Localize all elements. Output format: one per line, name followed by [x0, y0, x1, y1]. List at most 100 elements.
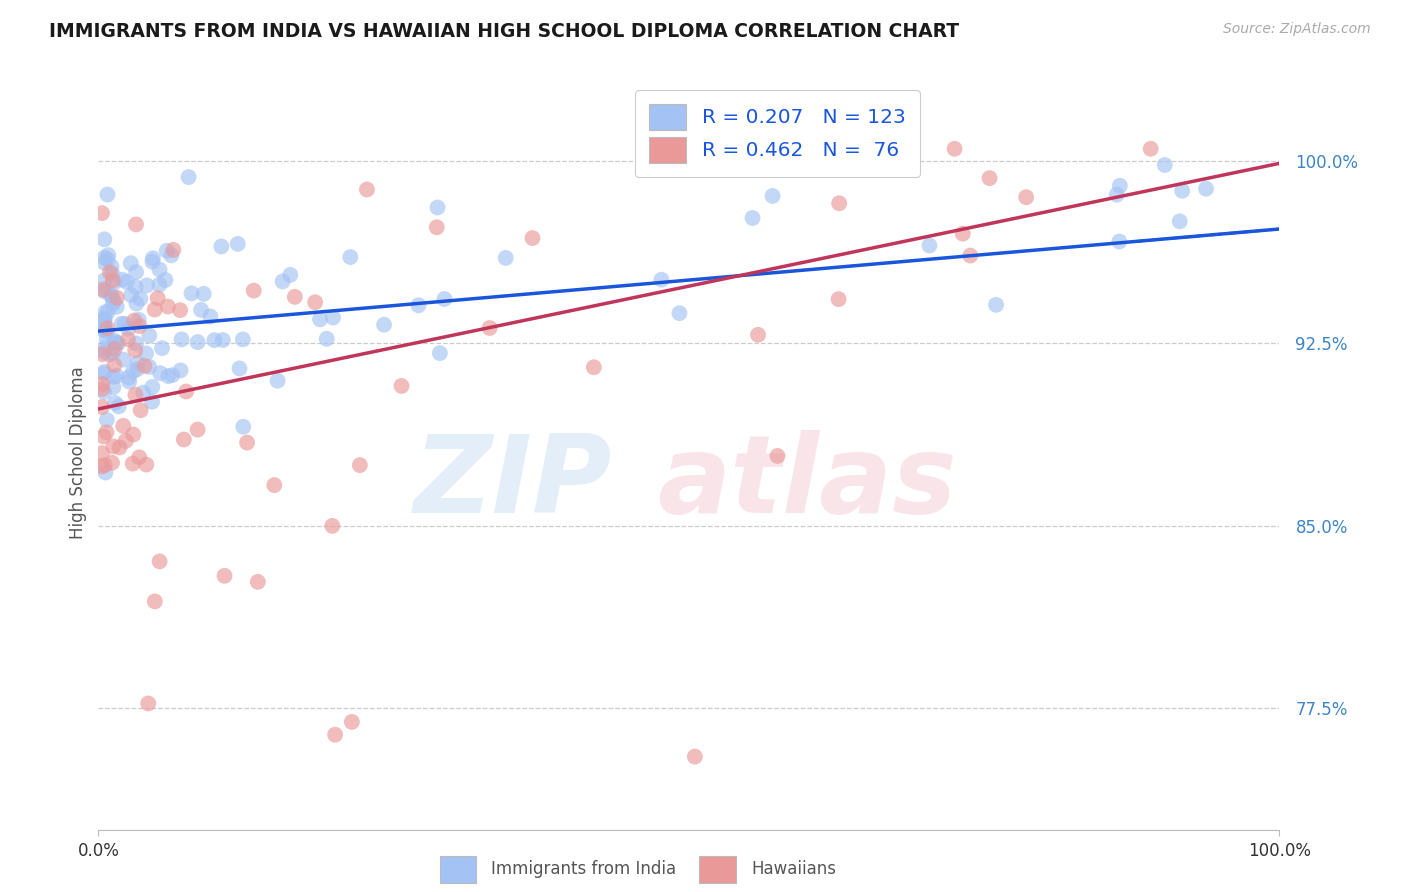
Point: [124, 280, 146, 294]
Point: [169, 303, 191, 318]
Point: [101, 267, 124, 281]
Point: [174, 384, 197, 399]
Point: [93, 429, 115, 443]
Point: [141, 380, 163, 394]
Point: [105, 291, 128, 305]
Point: [105, 368, 128, 383]
Point: [125, 296, 148, 310]
Point: [105, 300, 128, 314]
Point: [266, 374, 288, 388]
Point: [100, 288, 122, 302]
Point: [124, 387, 146, 401]
Point: [162, 243, 184, 257]
Point: [668, 306, 690, 320]
Point: [94, 305, 117, 319]
Point: [228, 361, 250, 376]
Point: [114, 317, 136, 331]
Point: [226, 236, 249, 251]
Point: [129, 403, 152, 417]
Point: [94, 282, 117, 296]
Point: [304, 295, 326, 310]
Point: [236, 435, 259, 450]
Point: [114, 434, 136, 448]
Point: [232, 332, 254, 346]
Point: [148, 262, 170, 277]
Point: [761, 189, 783, 203]
Point: [794, 142, 817, 156]
Point: [120, 288, 142, 302]
Point: [478, 321, 501, 335]
Point: [149, 554, 172, 568]
Point: [115, 275, 138, 289]
Point: [107, 400, 129, 414]
Point: [190, 302, 212, 317]
Point: [135, 346, 157, 360]
Point: [91, 382, 114, 396]
Point: [426, 220, 449, 235]
Point: [122, 364, 145, 378]
Point: [91, 446, 114, 460]
Point: [93, 365, 115, 379]
Point: [103, 370, 125, 384]
Point: [91, 400, 114, 414]
Point: [177, 169, 200, 184]
Point: [93, 319, 115, 334]
Point: [148, 277, 170, 292]
Point: [426, 201, 449, 215]
Point: [124, 343, 146, 358]
Point: [103, 439, 125, 453]
Point: [1168, 214, 1191, 228]
Point: [93, 251, 115, 265]
Point: [173, 433, 195, 447]
Point: [93, 312, 115, 326]
Point: [1195, 182, 1218, 196]
Point: [93, 311, 115, 326]
Point: [495, 251, 517, 265]
Point: [202, 333, 225, 347]
Point: [263, 478, 285, 492]
Point: [323, 728, 346, 742]
Point: [103, 294, 125, 309]
Point: [952, 227, 974, 241]
Point: [128, 450, 150, 465]
Point: [134, 359, 156, 373]
Point: [104, 342, 127, 356]
Point: [160, 248, 183, 262]
Point: [170, 332, 193, 346]
Point: [150, 341, 173, 355]
Point: [169, 363, 191, 377]
Point: [93, 285, 115, 299]
Y-axis label: High School Diploma: High School Diploma: [69, 367, 87, 539]
Point: [391, 379, 413, 393]
Point: [146, 291, 169, 305]
Text: IMMIGRANTS FROM INDIA VS HAWAIIAN HIGH SCHOOL DIPLOMA CORRELATION CHART: IMMIGRANTS FROM INDIA VS HAWAIIAN HIGH S…: [49, 22, 959, 41]
Point: [141, 394, 163, 409]
Point: [129, 292, 152, 306]
Point: [96, 413, 118, 427]
Text: atlas: atlas: [657, 430, 957, 536]
Point: [104, 396, 127, 410]
Point: [143, 302, 166, 317]
Text: Source: ZipAtlas.com: Source: ZipAtlas.com: [1223, 22, 1371, 37]
Point: [96, 332, 118, 346]
Point: [103, 358, 125, 372]
Point: [322, 310, 344, 325]
Point: [271, 275, 294, 289]
Point: [141, 254, 163, 268]
Point: [98, 265, 121, 279]
Point: [433, 292, 456, 306]
Point: [121, 457, 143, 471]
Point: [93, 367, 115, 381]
Point: [91, 347, 114, 361]
Point: [93, 341, 115, 355]
Point: [340, 714, 363, 729]
Point: [125, 265, 148, 279]
Point: [97, 248, 120, 262]
Point: [96, 321, 118, 335]
Point: [149, 366, 172, 380]
Point: [93, 314, 115, 328]
Point: [143, 594, 166, 608]
Legend: R = 0.207   N = 123, R = 0.462   N =  76: R = 0.207 N = 123, R = 0.462 N = 76: [636, 90, 920, 177]
Point: [100, 260, 122, 274]
Point: [112, 418, 135, 433]
